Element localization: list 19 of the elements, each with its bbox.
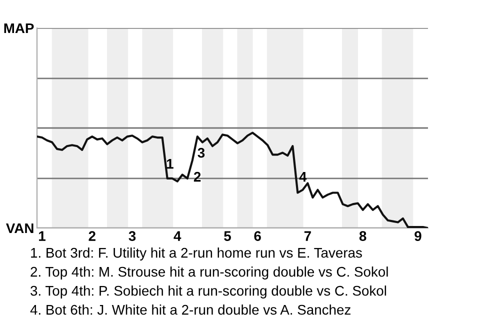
x-tick-label: 6 xyxy=(254,231,261,241)
annotation: 2 xyxy=(194,172,201,182)
annotation: 3 xyxy=(198,148,205,158)
ref-line-label: VAN xyxy=(6,223,34,234)
x-tick-label: 3 xyxy=(128,231,136,241)
text: 4. Bot 6th: J. White hit a 2-run double vs A. Sanchez xyxy=(30,304,350,315)
x-tick-label: 7 xyxy=(304,231,311,241)
x-tick-label: 8 xyxy=(359,231,366,241)
text: 3. Top 4th: P. Sobiech hit a run-scoring double vs C. Sokol xyxy=(30,286,386,298)
x-tick-label: 9 xyxy=(414,231,422,241)
text: 1. Bot 3rd: F. Utility hit a 2-run home run vs E. Taveras xyxy=(31,248,362,260)
ref-line-label: MAP xyxy=(4,23,34,34)
annotation: 4 xyxy=(299,172,307,182)
x-tick-label: 1 xyxy=(39,231,46,241)
x-tick-label: 4 xyxy=(174,231,182,241)
text: 2. Top 4th: M. Strouse hit a run-scoring double vs C. Sokol xyxy=(30,266,388,280)
annotation: 1 xyxy=(166,159,174,169)
x-tick-label: 2 xyxy=(88,231,96,241)
x-tick-label: 5 xyxy=(224,231,231,241)
